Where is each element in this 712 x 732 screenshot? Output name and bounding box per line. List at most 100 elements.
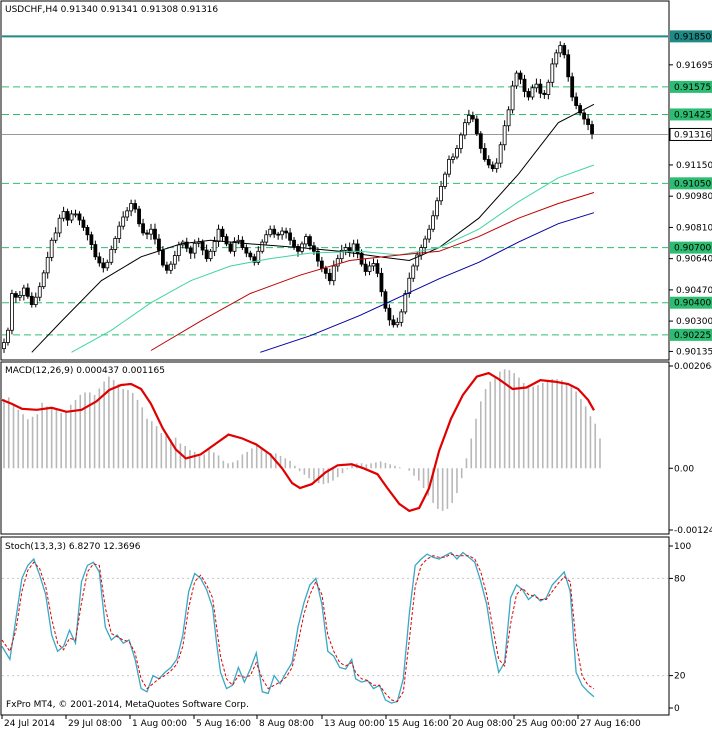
candle-body xyxy=(462,122,467,136)
price-moving-averages xyxy=(31,103,595,353)
price-levels xyxy=(2,35,668,336)
candle-body xyxy=(224,236,229,245)
price-axis-label: 0.90700 xyxy=(674,244,711,254)
candle-body xyxy=(157,238,161,251)
x-axis-label: 25 Aug 00:00 xyxy=(516,719,577,729)
candle-body xyxy=(367,265,372,272)
candle-body xyxy=(14,293,18,298)
candle-body xyxy=(308,236,312,247)
candle-body xyxy=(113,238,118,250)
candle-body xyxy=(542,92,547,95)
candle-body xyxy=(21,287,26,296)
candle-body xyxy=(268,228,273,236)
x-axis-label: 8 Aug 08:00 xyxy=(259,719,314,729)
candle-body xyxy=(125,210,130,218)
candle-body xyxy=(526,91,531,98)
price-label-box xyxy=(670,328,712,341)
price-axis-label: 0.91425 xyxy=(674,110,711,120)
candle-body xyxy=(172,255,177,265)
candle-body xyxy=(586,118,590,125)
price-axis-label: 0.91050 xyxy=(674,179,711,189)
candle-body xyxy=(77,213,82,221)
candle-body xyxy=(514,72,519,87)
candle-body xyxy=(41,272,46,288)
price-axis-label: 0.90470 xyxy=(676,286,712,296)
candle-body xyxy=(29,295,34,305)
candle-body xyxy=(296,245,300,252)
candle-body xyxy=(17,294,22,298)
price-axis-label: 0.91850 xyxy=(674,32,711,42)
candle-body xyxy=(252,256,257,263)
candle-body xyxy=(164,264,169,271)
candle-body xyxy=(478,133,483,149)
candle-body xyxy=(212,241,217,252)
candle-body xyxy=(431,215,436,230)
candle-body xyxy=(133,203,138,210)
candle-body xyxy=(176,244,181,256)
candle-body xyxy=(375,263,380,274)
candle-body xyxy=(363,263,368,272)
candle-body xyxy=(69,213,74,221)
candle-body xyxy=(37,286,42,298)
candle-body xyxy=(339,249,344,260)
macd-layer xyxy=(1,369,601,513)
candle-body xyxy=(387,307,392,321)
candle-body xyxy=(208,250,213,260)
price-axis-label: 0.90135 xyxy=(676,347,712,357)
candle-body xyxy=(315,250,320,262)
price-axis-label: 0.90810 xyxy=(676,223,712,233)
candle-body xyxy=(161,249,165,266)
macd-axis-label: -0.001246 xyxy=(674,526,712,536)
candle-body xyxy=(276,233,281,236)
price-label-box xyxy=(670,80,712,93)
candle-body xyxy=(284,230,288,234)
candle-body xyxy=(216,228,221,242)
candle-body xyxy=(323,268,328,274)
candle-body xyxy=(153,228,157,240)
price-axis-label: 0.91316 xyxy=(674,130,711,140)
candle-body xyxy=(546,81,551,95)
candle-body xyxy=(236,239,241,242)
stoch-signal-line xyxy=(1,553,595,703)
macd-panel[interactable] xyxy=(0,361,670,535)
x-axis: 24 Jul 2014 29 Jul 08:00 1 Aug 00:00 5 Aug … xyxy=(1,715,641,729)
candle-body xyxy=(439,185,443,202)
candle-body xyxy=(109,249,114,263)
price-axis-label: 0.90400 xyxy=(674,299,711,309)
stoch-panel[interactable] xyxy=(0,536,670,716)
candle-body xyxy=(510,85,515,111)
price-label-box xyxy=(670,30,712,43)
candle-body xyxy=(459,134,463,149)
candle-body xyxy=(486,159,491,166)
candle-body xyxy=(566,54,571,78)
candle-body xyxy=(200,241,205,251)
candle-body xyxy=(304,236,308,245)
candle-body xyxy=(288,232,292,241)
candle-body xyxy=(506,109,511,127)
candle-body xyxy=(482,148,487,160)
candle-body xyxy=(244,247,249,254)
candle-body xyxy=(93,244,98,258)
x-axis-label: 15 Aug 16:00 xyxy=(388,719,449,729)
candle-body xyxy=(466,114,471,124)
candle-body xyxy=(85,227,90,236)
price-axis-label: 0.91150 xyxy=(676,161,712,171)
stoch-axis-label: 80 xyxy=(674,574,686,584)
candle-body xyxy=(240,239,245,249)
candle-body xyxy=(188,247,193,254)
candle-body xyxy=(490,164,495,170)
price-label-box xyxy=(670,296,712,309)
candle-body xyxy=(105,261,110,269)
candle-body xyxy=(474,118,479,135)
candle-body xyxy=(355,243,360,254)
price-axis: 0.91850 0.91695 0.91575 0.91425 0.91316 0.911… xyxy=(669,30,712,357)
moving-average-line xyxy=(31,103,595,353)
stoch-axis-label: 100 xyxy=(674,542,691,552)
candle-body xyxy=(518,72,523,80)
price-axis-label: 0.90300 xyxy=(676,317,712,327)
price-title: USDCHF,H4 0.91340 0.91341 0.91308 0.9131… xyxy=(5,5,218,15)
candle-body xyxy=(538,83,543,94)
candle-body xyxy=(574,96,579,106)
candle-body xyxy=(204,249,209,260)
